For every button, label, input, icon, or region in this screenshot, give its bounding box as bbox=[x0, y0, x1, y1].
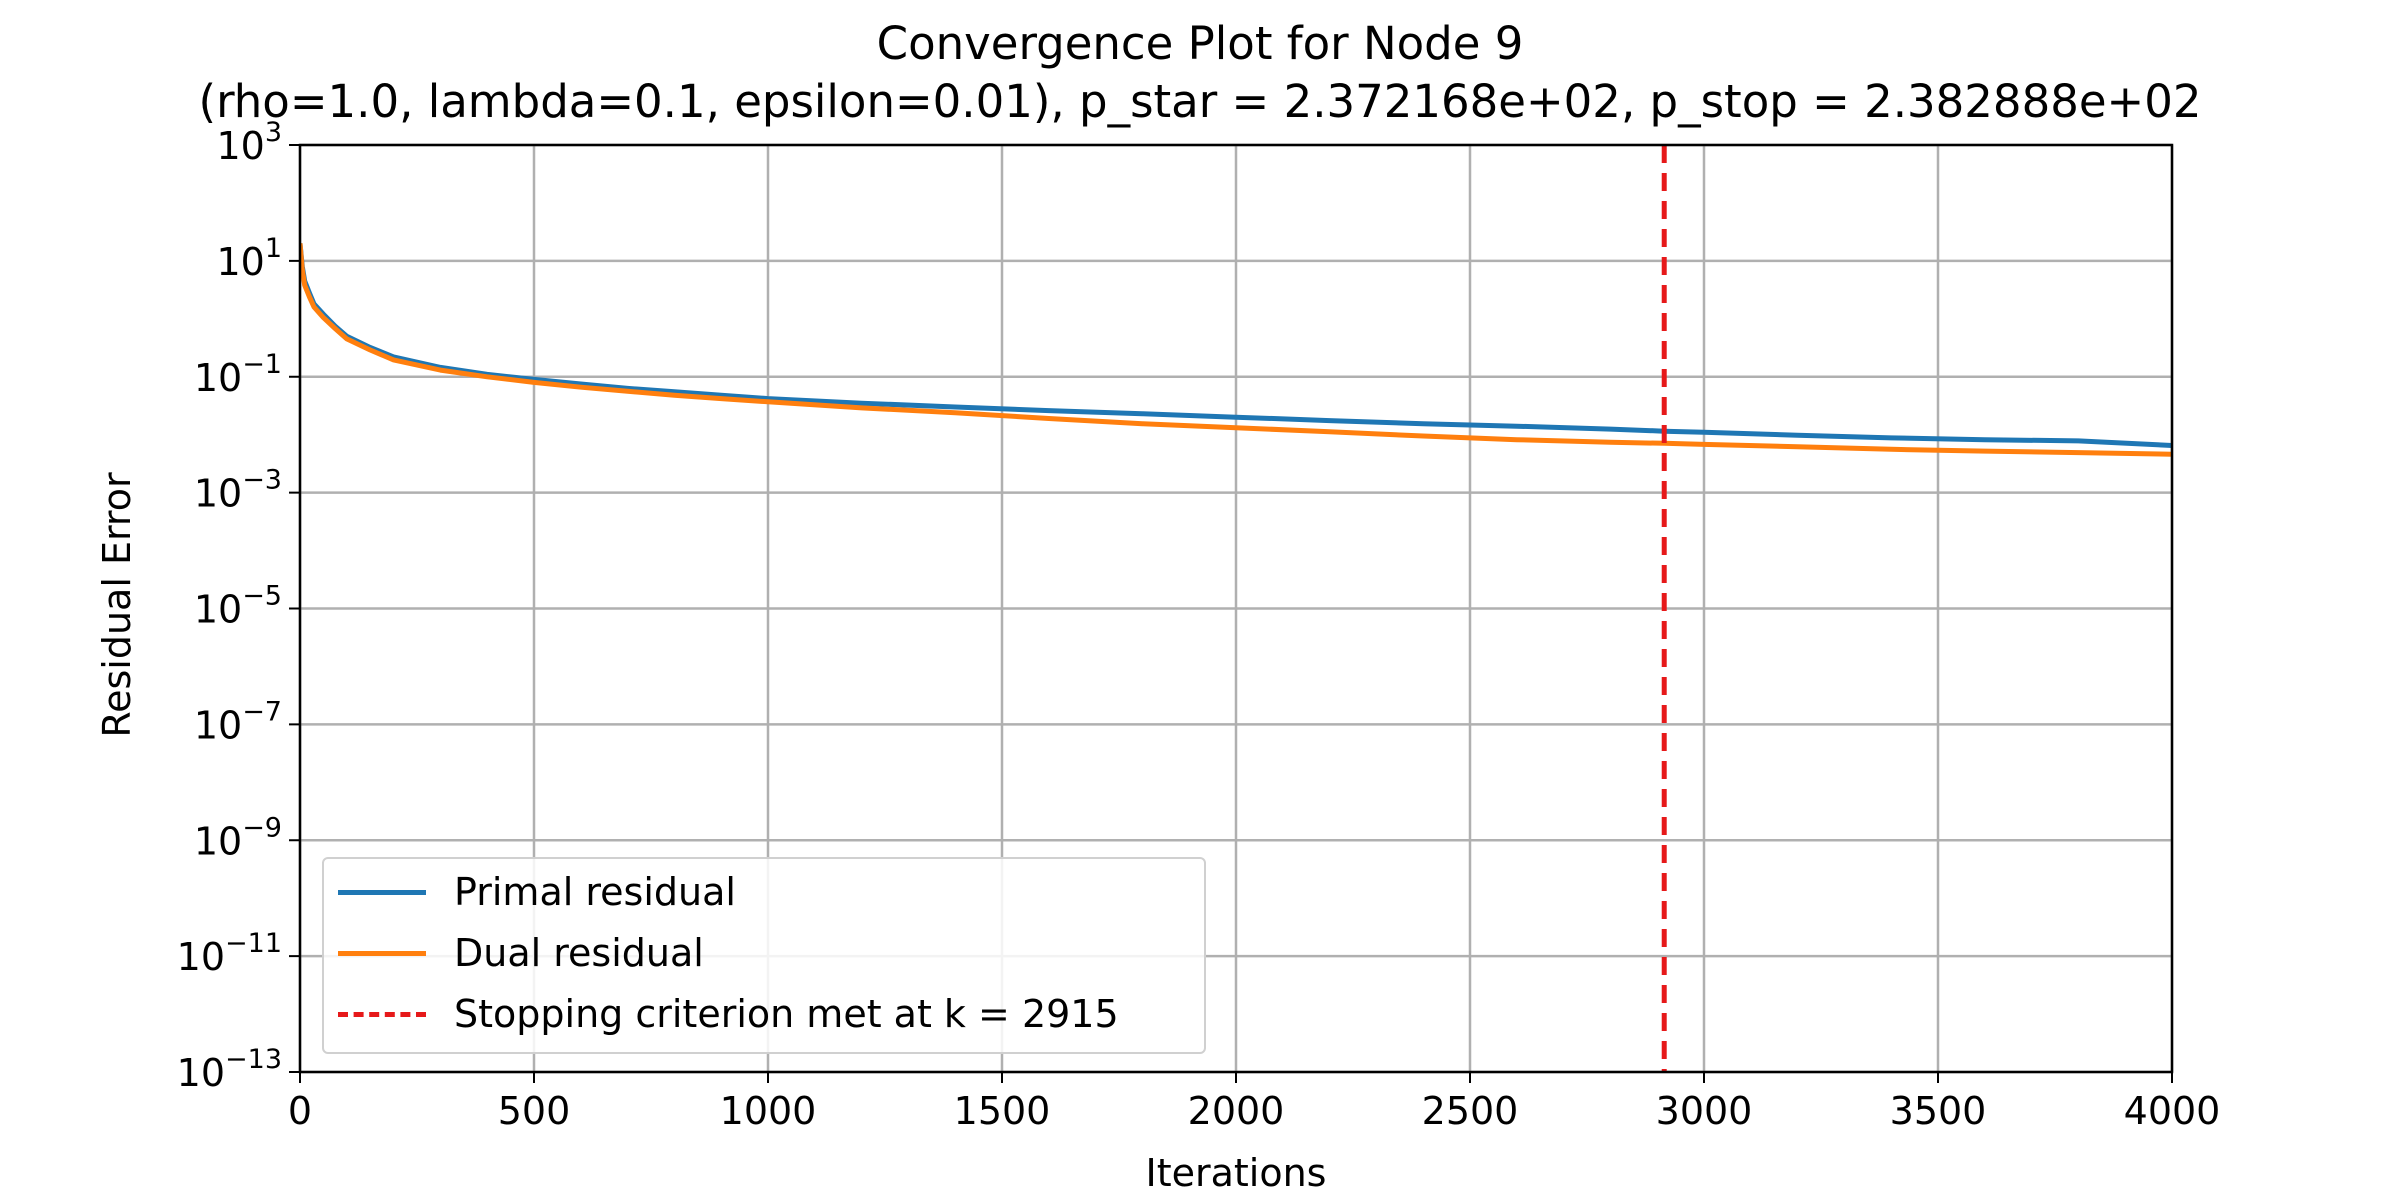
x-tick-label: 3000 bbox=[1656, 1089, 1753, 1133]
plot-frame bbox=[298, 143, 2174, 1074]
y-axis-label: Residual Error bbox=[95, 472, 139, 738]
y-tick-label: 10−9 bbox=[194, 812, 282, 863]
x-tick-label: 0 bbox=[288, 1089, 312, 1133]
x-tick-label: 3500 bbox=[1890, 1089, 1987, 1133]
dual-residual-line bbox=[300, 243, 2172, 457]
y-tick-label: 10−3 bbox=[194, 465, 282, 516]
legend-swatch-primal bbox=[338, 889, 426, 895]
legend-label-primal: Primal residual bbox=[454, 870, 736, 914]
legend-swatch-stopping bbox=[338, 1011, 426, 1017]
y-tick-label: 10−13 bbox=[177, 1044, 282, 1095]
y-tick-label: 101 bbox=[216, 233, 282, 284]
y-tick-label: 10−7 bbox=[194, 696, 282, 747]
legend-item-dual: Dual residual bbox=[338, 928, 704, 978]
legend-label-dual: Dual residual bbox=[454, 931, 704, 975]
legend-label-stopping: Stopping criterion met at k = 2915 bbox=[454, 992, 1119, 1036]
y-tick-label: 10−5 bbox=[194, 581, 282, 632]
tick-labels: 0 500 1000 1500 2000 2500 3000 3500 4000 103 101 10… bbox=[177, 117, 2221, 1133]
x-tick-label: 1000 bbox=[720, 1089, 817, 1133]
x-tick-label: 2500 bbox=[1422, 1089, 1519, 1133]
series-layer bbox=[300, 145, 2172, 1072]
legend-item-primal: Primal residual bbox=[338, 867, 736, 917]
x-tick-label: 500 bbox=[498, 1089, 571, 1133]
x-tick-label: 4000 bbox=[2124, 1089, 2221, 1133]
axes-frame bbox=[289, 143, 2174, 1083]
x-tick-label: 2000 bbox=[1188, 1089, 1285, 1133]
legend-swatch-dual bbox=[338, 950, 426, 956]
y-tick-label: 10−1 bbox=[194, 349, 282, 400]
chart-subtitle: (rho=1.0, lambda=0.1, epsilon=0.01), p_s… bbox=[198, 75, 2202, 128]
legend: Primal residual Dual residual Stopping c… bbox=[322, 857, 1206, 1054]
x-axis-label: Iterations bbox=[1145, 1151, 1327, 1195]
y-tick-label: 10−11 bbox=[177, 928, 282, 979]
x-tick-label: 1500 bbox=[954, 1089, 1051, 1133]
legend-item-stopping: Stopping criterion met at k = 2915 bbox=[338, 989, 1119, 1039]
chart-title: Convergence Plot for Node 9 bbox=[876, 17, 1524, 70]
y-tick-label: 103 bbox=[216, 117, 282, 168]
